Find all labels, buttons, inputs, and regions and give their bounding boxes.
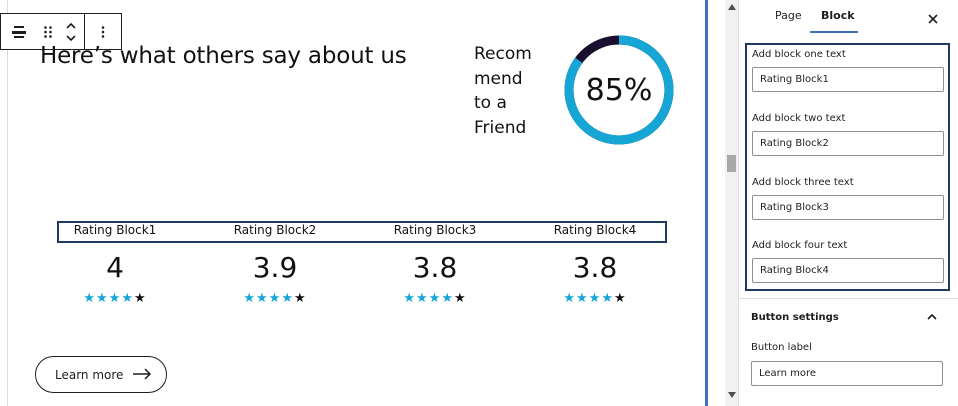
rating-stars: ★★★★★ bbox=[200, 292, 350, 306]
drag-handle-button[interactable] bbox=[37, 14, 59, 49]
rating-value: 4 bbox=[106, 251, 124, 284]
field-label: Add block two text bbox=[752, 113, 846, 124]
move-up-down-icon bbox=[66, 22, 76, 41]
star-empty-icon: ★ bbox=[293, 291, 307, 306]
star-filled-icon: ★ bbox=[601, 291, 614, 306]
block-four-text-input[interactable] bbox=[752, 258, 944, 283]
star-filled-icon: ★ bbox=[108, 291, 122, 306]
rating-value: 3.8 bbox=[572, 251, 618, 284]
scrollbar-thumb[interactable] bbox=[727, 155, 736, 172]
rating-stars: ★★★★★ bbox=[360, 292, 510, 306]
star-filled-icon: ★ bbox=[416, 291, 429, 306]
active-tab-indicator bbox=[810, 31, 858, 33]
star-empty-icon: ★ bbox=[453, 291, 467, 306]
star-filled-icon: ★ bbox=[83, 291, 97, 306]
rating-block: Rating Block2 3.9 ★★★★★ bbox=[200, 222, 350, 306]
star-empty-icon: ★ bbox=[133, 291, 147, 306]
block-one-text-input[interactable] bbox=[752, 67, 944, 92]
rating-value: 3.9 bbox=[252, 251, 298, 284]
rating-block: Rating Block1 4 ★★★★★ bbox=[40, 222, 190, 306]
star-filled-icon: ★ bbox=[121, 291, 134, 306]
rating-label[interactable]: Rating Block4 bbox=[553, 223, 637, 237]
rating-block: Rating Block3 3.8 ★★★★★ bbox=[360, 222, 510, 306]
learn-more-button[interactable]: Learn more bbox=[35, 356, 167, 393]
recommend-text: Recom mend to a Friend bbox=[474, 42, 544, 140]
percent-ring bbox=[564, 35, 674, 145]
star-filled-icon: ★ bbox=[563, 291, 577, 306]
star-filled-icon: ★ bbox=[281, 291, 294, 306]
scrollbar-edge bbox=[738, 0, 739, 406]
rating-label[interactable]: Rating Block1 bbox=[73, 223, 157, 237]
scrollbar[interactable] bbox=[725, 0, 738, 406]
star-filled-icon: ★ bbox=[256, 291, 269, 306]
field-block-three: Add block three text bbox=[752, 177, 944, 220]
field-block-one: Add block one text bbox=[752, 49, 944, 92]
star-filled-icon: ★ bbox=[403, 291, 417, 306]
field-label: Add block one text bbox=[752, 49, 846, 60]
close-icon[interactable] bbox=[926, 12, 940, 26]
recommend-line: Recom bbox=[474, 44, 532, 64]
align-button[interactable] bbox=[1, 14, 37, 49]
more-options-button[interactable] bbox=[85, 14, 121, 49]
recommend-line: Friend bbox=[474, 117, 527, 138]
block-three-text-input[interactable] bbox=[752, 195, 944, 220]
rating-stars: ★★★★★ bbox=[520, 292, 670, 306]
sidebar-tabs: Page Block bbox=[739, 0, 958, 38]
tab-block[interactable]: Block bbox=[821, 9, 855, 22]
button-settings-title[interactable]: Button settings bbox=[751, 312, 839, 323]
field-block-four: Add block four text bbox=[752, 240, 944, 283]
rating-value: 3.8 bbox=[412, 251, 458, 284]
field-block-two: Add block two text bbox=[752, 113, 944, 156]
star-filled-icon: ★ bbox=[441, 291, 454, 306]
scroll-up-arrow[interactable] bbox=[725, 4, 738, 14]
recommend-line: mend bbox=[474, 68, 523, 89]
canvas-left-border bbox=[7, 0, 8, 406]
rating-stars: ★★★★★ bbox=[40, 292, 190, 306]
editor-canvas: Here’s what others say about us Recom me… bbox=[0, 0, 708, 406]
learn-more-label: Learn more bbox=[55, 367, 124, 382]
button-label-caption: Button label bbox=[751, 342, 812, 353]
tab-page[interactable]: Page bbox=[775, 9, 802, 22]
button-label-input[interactable] bbox=[751, 361, 943, 386]
field-label: Add block four text bbox=[752, 240, 848, 251]
arrow-right-icon bbox=[133, 368, 152, 380]
align-icon bbox=[11, 25, 26, 38]
percent-ring-fill bbox=[564, 35, 674, 145]
chevron-up-icon[interactable] bbox=[926, 311, 938, 323]
percent-value: 85% bbox=[585, 72, 653, 108]
star-filled-icon: ★ bbox=[243, 291, 257, 306]
canvas-resize-edge[interactable] bbox=[705, 0, 708, 406]
field-label: Add block three text bbox=[752, 177, 854, 188]
rating-labels-selection bbox=[57, 221, 667, 243]
triangle-down-icon bbox=[727, 392, 736, 398]
star-filled-icon: ★ bbox=[96, 291, 109, 306]
move-up-down-button[interactable] bbox=[59, 14, 85, 49]
rating-text-fields-panel: Add block one text Add block two text Ad… bbox=[745, 43, 950, 291]
drag-handle-icon bbox=[43, 25, 52, 38]
rating-label[interactable]: Rating Block2 bbox=[233, 223, 317, 237]
recommend-line: to a bbox=[474, 93, 507, 113]
star-filled-icon: ★ bbox=[588, 291, 602, 306]
star-empty-icon: ★ bbox=[613, 291, 627, 306]
star-filled-icon: ★ bbox=[268, 291, 282, 306]
triangle-up-icon bbox=[727, 4, 736, 10]
rating-label[interactable]: Rating Block3 bbox=[393, 223, 477, 237]
panel-divider bbox=[739, 298, 958, 299]
more-options-icon bbox=[101, 25, 105, 38]
scroll-down-arrow[interactable] bbox=[725, 392, 738, 402]
block-two-text-input[interactable] bbox=[752, 131, 944, 156]
block-toolbar bbox=[0, 13, 122, 50]
toolbar-separator bbox=[84, 14, 86, 49]
star-filled-icon: ★ bbox=[428, 291, 442, 306]
rating-block: Rating Block4 3.8 ★★★★★ bbox=[520, 222, 670, 306]
settings-sidebar: Page Block Add block one text Add block … bbox=[739, 0, 958, 406]
section-heading: Here’s what others say about us bbox=[40, 43, 407, 69]
star-filled-icon: ★ bbox=[576, 291, 589, 306]
